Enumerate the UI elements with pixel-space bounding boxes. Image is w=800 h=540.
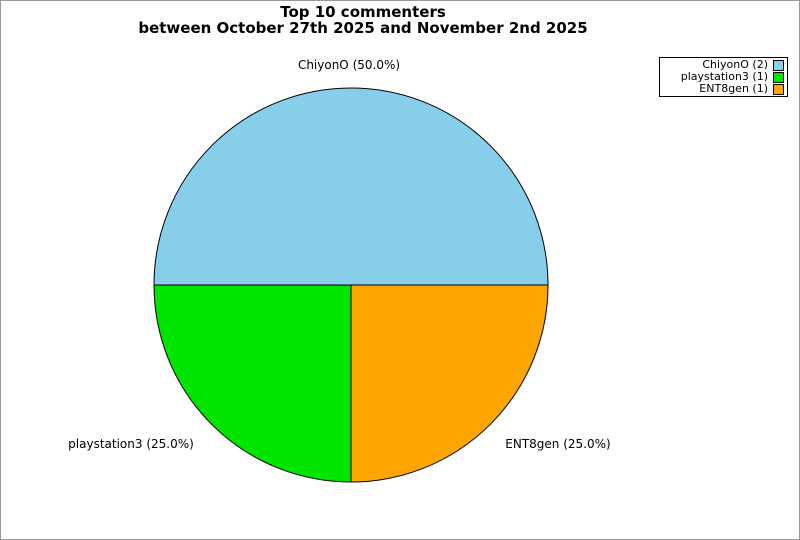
legend-item-label: ChiyonO (2) [702,58,768,71]
legend: ChiyonO (2) playstation3 (1) ENT8gen (1) [659,57,788,97]
chart-title-line1: Top 10 commenters [280,3,446,21]
pie-slice-playstation3 [153,284,352,483]
pie-slice-ent8gen [350,284,549,483]
legend-swatch [773,71,784,83]
slice-label-chiyono: ChiyonO (50.0%) [297,58,401,72]
chart-title-line2: between October 27th 2025 and November 2… [138,19,588,37]
pie-slice-chiyono [153,87,549,286]
slice-label-playstation3: playstation3 (25.0%) [68,437,194,451]
slice-label-ent8gen: ENT8gen (25.0%) [505,437,611,451]
legend-item-ent8gen: ENT8gen (1) [663,83,784,95]
legend-swatch [773,59,784,71]
legend-item-chiyono: ChiyonO (2) [663,59,784,71]
legend-swatch [773,83,784,95]
legend-item-label: ENT8gen (1) [699,82,768,95]
legend-item-playstation3: playstation3 (1) [663,71,784,83]
legend-item-label: playstation3 (1) [680,70,768,83]
chart-title: Top 10 commenters between October 27th 2… [1,4,725,36]
